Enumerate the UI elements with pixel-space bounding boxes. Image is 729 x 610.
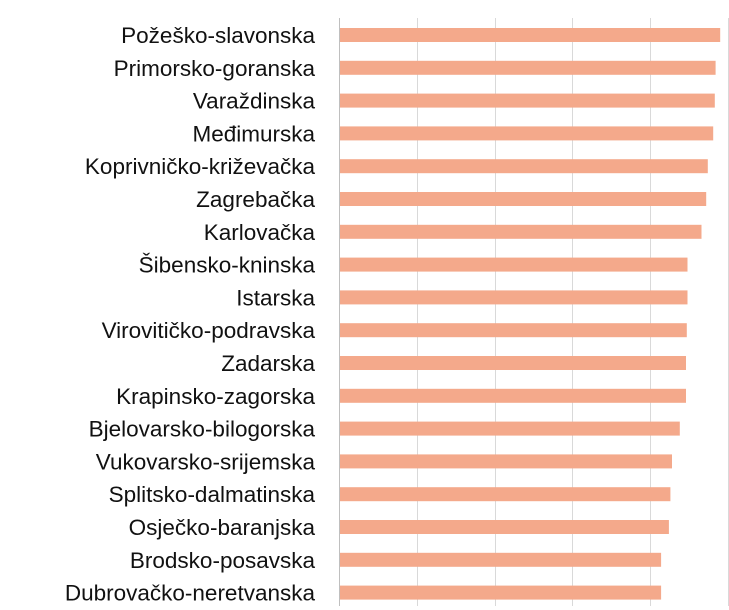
category-label: Brodsko-posavska (130, 548, 316, 573)
category-labels: Požeško-slavonska Primorsko-goranska Varaž… (65, 23, 316, 606)
category-label: Virovitičko-podravska (102, 318, 316, 343)
bar (340, 356, 686, 370)
category-label: Primorsko-goranska (114, 56, 316, 81)
bar (340, 257, 688, 272)
category-label: Varaždinska (193, 89, 316, 114)
category-label: Karlovačka (204, 220, 316, 245)
category-label: Međimurska (192, 121, 315, 146)
category-label: Dubrovačko-neretvanska (65, 581, 316, 606)
category-label: Koprivničko-križevačka (85, 154, 316, 179)
bar (340, 60, 716, 75)
bar (340, 421, 680, 436)
bar (340, 323, 687, 338)
bar (340, 585, 662, 600)
bars (340, 28, 721, 600)
category-label: Vukovarsko-srijemska (96, 449, 316, 474)
bar (340, 454, 672, 469)
category-label: Zadarska (221, 351, 315, 376)
category-label: Požeško-slavonska (121, 23, 315, 48)
bar (340, 224, 702, 239)
bar (340, 388, 686, 403)
category-label: Osječko-baranjska (129, 515, 316, 540)
category-label: Krapinsko-zagorska (116, 384, 315, 409)
bar (340, 126, 714, 141)
category-label: Istarska (236, 285, 315, 310)
bar (340, 290, 688, 305)
bar (340, 487, 671, 502)
bar (340, 192, 707, 206)
bar (340, 28, 721, 42)
category-label: Bjelovarsko-bilogorska (89, 417, 316, 442)
bar (340, 159, 708, 174)
category-label: Splitsko-dalmatinska (109, 482, 316, 507)
bar (340, 552, 662, 567)
category-label: Zagrebačka (196, 187, 315, 212)
bar (340, 520, 669, 534)
category-label: Šibensko-kninska (139, 253, 316, 278)
bar (340, 93, 715, 108)
